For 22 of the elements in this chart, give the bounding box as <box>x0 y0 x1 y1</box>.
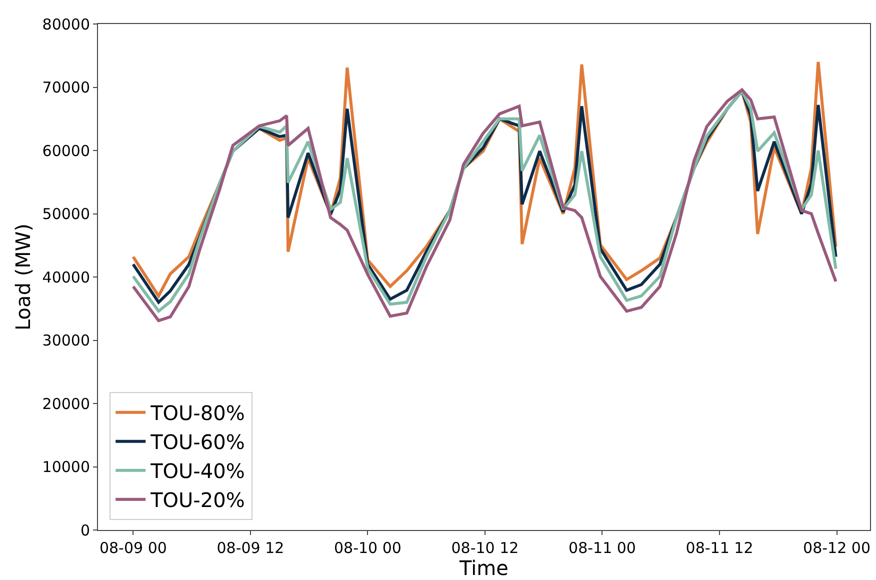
y-tick-label: 80000 <box>42 15 90 34</box>
y-tick-label: 20000 <box>42 394 90 413</box>
x-axis-title: Time <box>458 556 508 580</box>
x-tick-label: 08-10 00 <box>334 539 402 557</box>
x-tick-label: 08-09 00 <box>99 539 167 557</box>
legend-label: TOU-80% <box>150 401 245 426</box>
y-axis-title: Load (MW) <box>10 224 35 330</box>
legend-label: TOU-20% <box>150 488 245 512</box>
y-tick-label: 60000 <box>42 142 90 160</box>
x-tick-label: 08-11 12 <box>686 539 754 557</box>
y-tick-label: 70000 <box>42 78 90 96</box>
y-tick-label: 50000 <box>42 205 90 223</box>
y-tick-label: 40000 <box>42 268 90 286</box>
y-tick-label: 10000 <box>42 458 90 476</box>
legend-label: TOU-60% <box>150 430 245 454</box>
x-tick-label: 08-10 12 <box>451 539 519 557</box>
y-tick-label: 0 <box>80 521 90 540</box>
y-tick-label: 30000 <box>42 332 90 350</box>
x-tick-label: 08-09 12 <box>216 539 284 557</box>
x-tick-label: 08-12 00 <box>803 539 870 557</box>
x-tick-label: 08-11 00 <box>568 539 636 557</box>
legend-label: TOU-40% <box>150 459 245 484</box>
